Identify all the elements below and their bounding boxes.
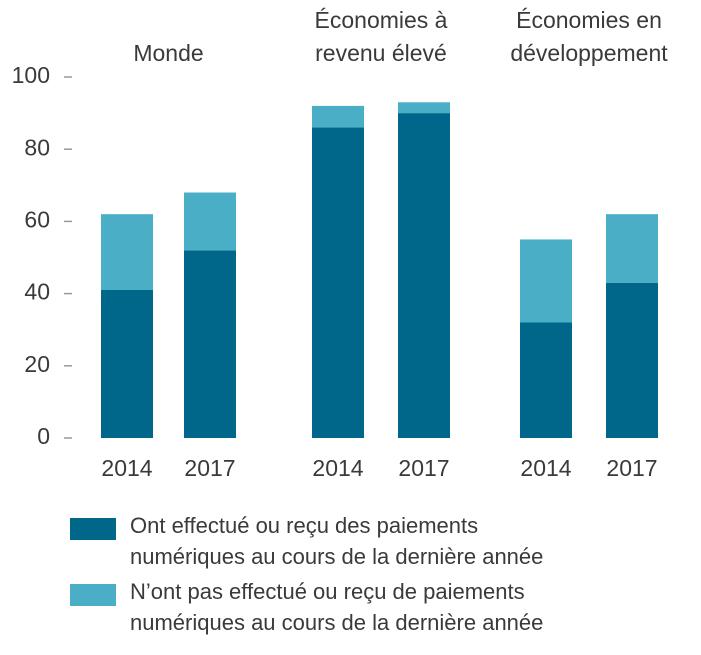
legend-item: Ont effectué ou reçu des paiements numér… xyxy=(70,510,630,572)
y-tick-label: 40 xyxy=(24,279,50,305)
legend-item: N’ont pas effectué ou reçu de paiements … xyxy=(70,576,630,638)
y-tick-label: 0 xyxy=(37,423,50,449)
group-label: Économies en xyxy=(516,7,662,33)
x-tick-label: 2017 xyxy=(184,455,235,481)
bar-segment xyxy=(520,239,572,323)
group-label: revenu élevé xyxy=(315,40,447,66)
group-label: développement xyxy=(510,40,668,66)
bar-segment xyxy=(184,192,236,251)
bar-segment xyxy=(312,127,364,438)
bar-segment xyxy=(520,322,572,438)
bar-segment xyxy=(101,214,153,290)
bar-segment xyxy=(606,214,658,283)
y-tick-label: 20 xyxy=(24,351,50,377)
y-tick-label: 60 xyxy=(24,206,50,232)
x-tick-label: 2017 xyxy=(606,455,657,481)
x-tick-label: 2014 xyxy=(101,455,152,481)
group-label: Monde xyxy=(133,40,203,66)
y-tick-label: 100 xyxy=(12,62,50,88)
legend-swatch xyxy=(70,518,116,540)
bar-segment xyxy=(398,113,450,438)
legend-swatch xyxy=(70,584,116,606)
bar-segment xyxy=(606,282,658,438)
x-tick-label: 2014 xyxy=(312,455,363,481)
bar-segment xyxy=(184,250,236,438)
bar-segment xyxy=(101,289,153,438)
x-tick-label: 2017 xyxy=(398,455,449,481)
y-tick-label: 80 xyxy=(24,134,50,160)
x-tick-label: 2014 xyxy=(520,455,571,481)
bar-segment xyxy=(312,105,364,128)
legend-label: Ont effectué ou reçu des paiements numér… xyxy=(130,513,544,569)
group-label: Économies à xyxy=(315,7,448,33)
bar-segment xyxy=(398,102,450,114)
legend-label: N’ont pas effectué ou reçu de paiements … xyxy=(130,579,544,635)
chart: 0 20 40 60 80 100 2014 2017 2014 2017 2014 2017 Mond… xyxy=(12,7,669,481)
legend: Ont effectué ou reçu des paiements numér… xyxy=(70,510,630,642)
